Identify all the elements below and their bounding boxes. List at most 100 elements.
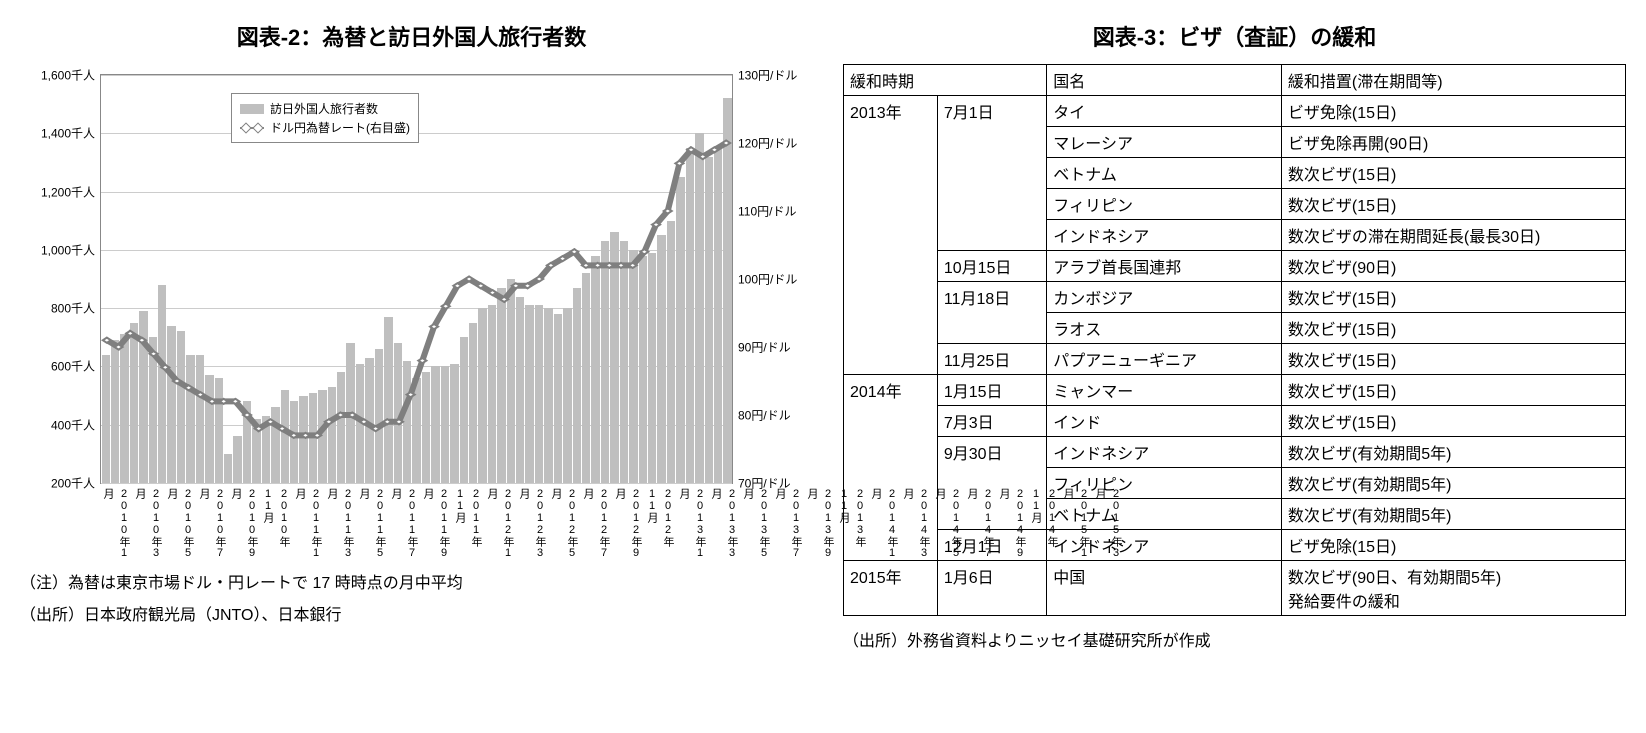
chart-ytick-left: 400千人	[23, 416, 95, 433]
chart-xtick: 2012年3月	[516, 486, 548, 564]
chart-xtick: 2014年5月	[932, 486, 964, 564]
table-row: 11月18日カンボジア数次ビザ(15日)	[844, 282, 1626, 313]
chart-ytick-right: 100円/ドル	[738, 271, 800, 288]
chart-xtick: 2011年9月	[420, 486, 452, 564]
chart-legend: 訪日外国人旅行者数 ドル円為替レート(右目盛)	[231, 93, 419, 143]
chart-xtick: 2012年1月	[484, 486, 516, 564]
chart-xtick: 2011年5月	[356, 486, 388, 564]
table-row: 2013年7月1日タイビザ免除(15日)	[844, 96, 1626, 127]
visa-measure-cell: 数次ビザ(有効期間5年)	[1281, 437, 1625, 468]
chart-xtick: 2013年9月	[804, 486, 836, 564]
table-row: 10月15日アラブ首長国連邦数次ビザ(90日)	[844, 251, 1626, 282]
chart-ytick-right: 110円/ドル	[738, 202, 800, 219]
visa-country-cell: パプアニューギニア	[1047, 344, 1282, 375]
visa-measure-cell: 数次ビザ(有効期間5年)	[1281, 468, 1625, 499]
chart-xtick: 2010年5月	[164, 486, 196, 564]
visa-measure-cell: 数次ビザ(15日)	[1281, 158, 1625, 189]
visa-country-cell: インドネシア	[1047, 437, 1282, 468]
chart-title: 図表-2：為替と訪日外国人旅行者数	[20, 20, 803, 52]
visa-country-cell: ベトナム	[1047, 158, 1282, 189]
visa-header: 緩和措置(滞在期間等)	[1281, 65, 1625, 96]
chart-ytick-left: 600千人	[23, 358, 95, 375]
chart-xtick: 2011年11月	[452, 486, 484, 564]
visa-country-cell: フィリピン	[1047, 189, 1282, 220]
visa-measure-cell: 数次ビザ(90日)	[1281, 251, 1625, 282]
visa-source: （出所）外務省資料よりニッセイ基礎研究所が作成	[843, 630, 1626, 654]
visa-measure-cell: 数次ビザ(15日)	[1281, 282, 1625, 313]
chart-xtick: 2010年9月	[228, 486, 260, 564]
chart-ytick-left: 1,200千人	[23, 183, 95, 200]
visa-year-cell: 2013年	[844, 96, 938, 375]
visa-measure-cell: 数次ビザ(15日)	[1281, 344, 1625, 375]
visa-date-cell: 7月1日	[937, 96, 1046, 251]
chart-xtick: 2012年5月	[548, 486, 580, 564]
legend-row-line: ドル円為替レート(右目盛)	[240, 119, 410, 136]
visa-date-cell: 10月15日	[937, 251, 1046, 282]
visa-title: 図表-3：ビザ（査証）の緩和	[843, 20, 1626, 52]
visa-country-cell: アラブ首長国連邦	[1047, 251, 1282, 282]
table-row: 2014年1月15日ミャンマー数次ビザ(15日)	[844, 375, 1626, 406]
visa-date-cell: 1月15日	[937, 375, 1046, 406]
chart-xtick: 2014年3月	[900, 486, 932, 564]
chart-xtick: 2015年1月	[1060, 486, 1092, 564]
chart-xtick: 2011年1月	[292, 486, 324, 564]
chart-xtick: 2015年3月	[1092, 486, 1124, 564]
chart-xtick: 2013年5月	[740, 486, 772, 564]
chart-wrap: 200千人400千人600千人800千人1,000千人1,200千人1,400千…	[20, 64, 803, 564]
chart-xtick: 2014年1月	[868, 486, 900, 564]
table-row: 11月25日パプアニューギニア数次ビザ(15日)	[844, 344, 1626, 375]
chart-ytick-left: 1,600千人	[23, 67, 95, 84]
chart-ytick-right: 130円/ドル	[738, 67, 800, 84]
legend-swatch-bar	[240, 104, 264, 114]
chart-note-1: （注）為替は東京市場ドル・円レートで 17 時時点の月中平均	[20, 572, 803, 596]
visa-country-cell: インドネシア	[1047, 220, 1282, 251]
visa-measure-cell: 数次ビザ(15日)	[1281, 375, 1625, 406]
legend-swatch-line	[240, 127, 264, 129]
chart-xtick: 2013年3月	[708, 486, 740, 564]
visa-country-cell: タイ	[1047, 96, 1282, 127]
chart-xtick: 2014年7月	[964, 486, 996, 564]
legend-row-bar: 訪日外国人旅行者数	[240, 100, 410, 117]
chart-ytick-right: 90円/ドル	[738, 338, 800, 355]
visa-header-period: 緩和時期	[844, 65, 1047, 96]
visa-date-cell: 11月25日	[937, 344, 1046, 375]
chart-xtick: 2012年9月	[612, 486, 644, 564]
visa-date-cell: 11月18日	[937, 282, 1046, 344]
chart-xtick: 2013年11月	[836, 486, 868, 564]
table-row: 9月30日インドネシア数次ビザ(有効期間5年)	[844, 437, 1626, 468]
chart-xtick: 2014年9月	[996, 486, 1028, 564]
visa-measure-cell: 数次ビザ(15日)	[1281, 313, 1625, 344]
chart-ytick-right: 80円/ドル	[738, 407, 800, 424]
table-row: 2015年1月6日中国数次ビザ(90日、有効期間5年)発給要件の緩和	[844, 561, 1626, 616]
chart-ytick-right: 120円/ドル	[738, 134, 800, 151]
chart-note-2: （出所）日本政府観光局（JNTO）、日本銀行	[20, 604, 803, 628]
visa-measure-cell: 数次ビザ(15日)	[1281, 189, 1625, 220]
chart-ytick-left: 1,000千人	[23, 241, 95, 258]
visa-measure-cell: ビザ免除再開(90日)	[1281, 127, 1625, 158]
visa-date-cell: 7月3日	[937, 406, 1046, 437]
visa-country-cell: 中国	[1047, 561, 1282, 616]
visa-country-cell: マレーシア	[1047, 127, 1282, 158]
visa-country-cell: インド	[1047, 406, 1282, 437]
visa-country-cell: カンボジア	[1047, 282, 1282, 313]
chart-xtick: 2010年11月	[260, 486, 292, 564]
chart-plot-area: 200千人400千人600千人800千人1,000千人1,200千人1,400千…	[100, 74, 733, 484]
chart-panel: 図表-2：為替と訪日外国人旅行者数 200千人400千人600千人800千人1,…	[20, 20, 803, 654]
chart-xtick: 2014年11月	[1028, 486, 1060, 564]
visa-header: 国名	[1047, 65, 1282, 96]
chart-ytick-left: 1,400千人	[23, 125, 95, 142]
chart-xtick: 2010年3月	[132, 486, 164, 564]
chart-ytick-left: 200千人	[23, 475, 95, 492]
chart-xtick: 2013年7月	[772, 486, 804, 564]
visa-country-cell: ラオス	[1047, 313, 1282, 344]
chart-xtick: 2011年7月	[388, 486, 420, 564]
chart-xtick: 2010年1月	[100, 486, 132, 564]
table-row: 7月3日インド数次ビザ(15日)	[844, 406, 1626, 437]
visa-measure-cell: 数次ビザ(有効期間5年)	[1281, 499, 1625, 530]
chart-xtick: 2012年11月	[644, 486, 676, 564]
visa-measure-cell: ビザ免除(15日)	[1281, 530, 1625, 561]
chart-x-axis: 2010年1月2010年3月2010年5月2010年7月2010年9月2010年…	[100, 486, 733, 564]
legend-label-line: ドル円為替レート(右目盛)	[270, 119, 410, 136]
chart-xtick: 2012年7月	[580, 486, 612, 564]
visa-year-cell: 2015年	[844, 561, 938, 616]
